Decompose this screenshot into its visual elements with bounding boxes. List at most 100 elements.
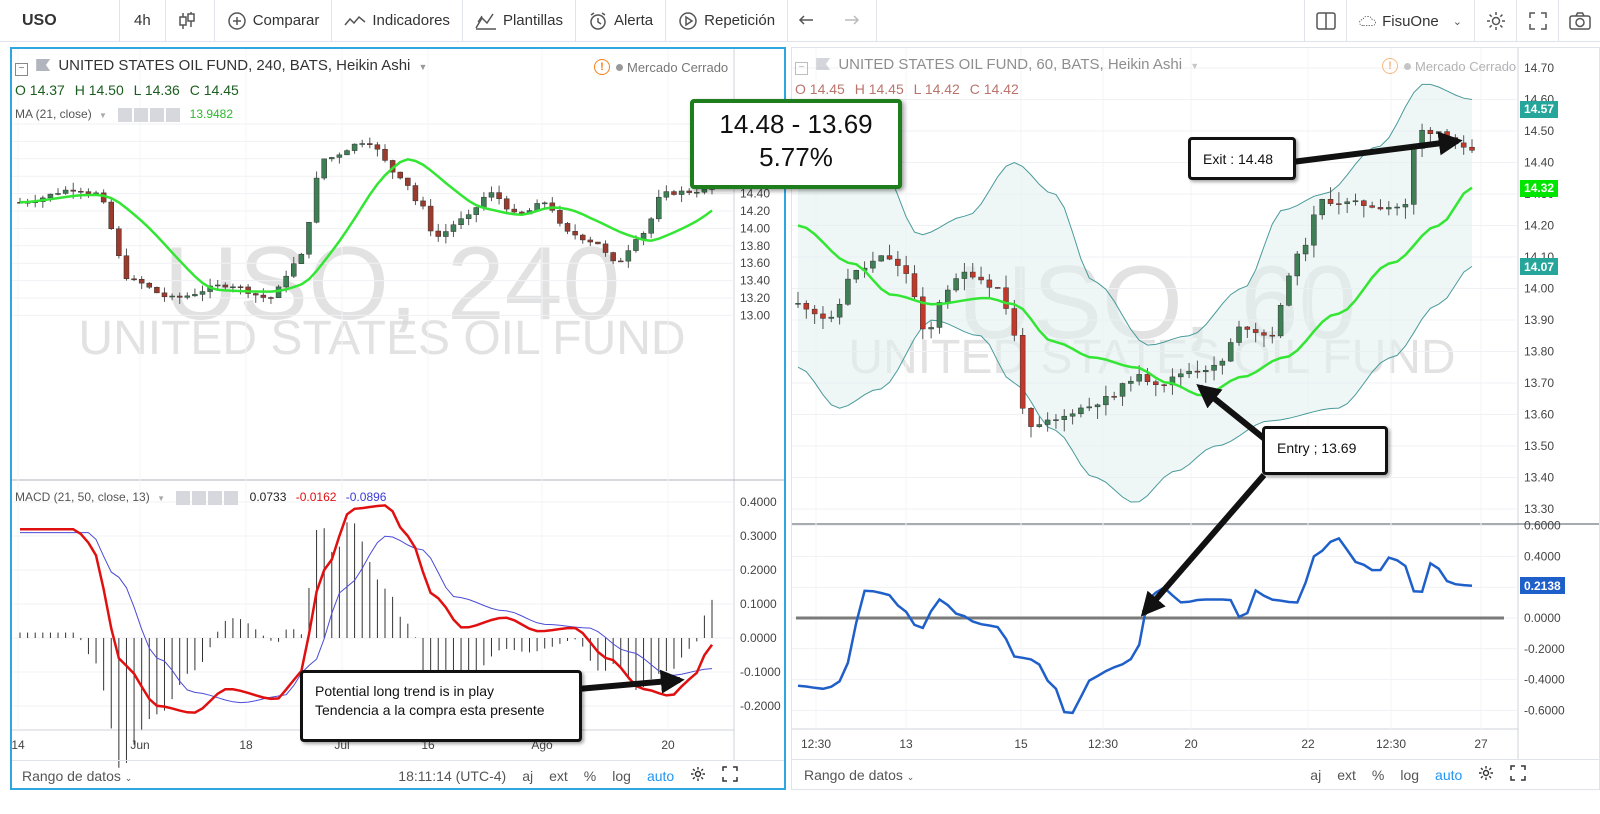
ma-label[interactable]: MA (21, close) bbox=[15, 107, 92, 121]
gear-icon[interactable] bbox=[192, 491, 207, 506]
right-candle-body bbox=[1344, 201, 1350, 205]
left-log-button[interactable]: log bbox=[612, 767, 631, 784]
gear-icon[interactable] bbox=[134, 108, 149, 123]
right-adjust-button[interactable]: aj bbox=[1310, 766, 1322, 783]
fullscreen-button[interactable] bbox=[1516, 0, 1558, 42]
left-chart-pane[interactable]: USO, 240 UNITED STATES OIL FUND 15.2015.… bbox=[10, 47, 786, 790]
chevron-down-icon: ⌄ bbox=[1452, 15, 1462, 28]
right-ext-button[interactable]: ext bbox=[1337, 766, 1356, 783]
long-trend-callout[interactable]: Potential long trend is in play Tendenci… bbox=[300, 670, 582, 742]
title-chevron-icon[interactable]: ▼ bbox=[1190, 61, 1200, 71]
left-candle-body bbox=[344, 150, 350, 156]
left-candle-body bbox=[503, 198, 510, 210]
profit-callout[interactable]: 14.48 - 13.69 5.77% bbox=[690, 99, 902, 189]
left-auto-button[interactable]: auto bbox=[646, 767, 675, 784]
left-date-range[interactable]: Rango de datos ⌄ bbox=[22, 768, 132, 784]
account-button[interactable]: FisuOne ⌄ bbox=[1346, 0, 1474, 42]
left-adjust-button[interactable]: aj bbox=[522, 767, 534, 784]
collapse-icon[interactable]: − bbox=[15, 63, 28, 76]
entry-callout[interactable]: Entry ; 13.69 bbox=[1262, 426, 1388, 475]
title-chevron-icon[interactable]: ▼ bbox=[418, 62, 428, 72]
right-date-range[interactable]: Rango de datos ⌄ bbox=[804, 767, 914, 783]
plus-icon[interactable] bbox=[150, 108, 165, 123]
right-auto-button[interactable]: auto bbox=[1435, 766, 1463, 783]
right-candle-body bbox=[1261, 332, 1267, 336]
templates-button[interactable]: Plantillas bbox=[463, 0, 576, 42]
indicators-button[interactable]: Indicadores bbox=[332, 0, 463, 42]
right-price-tick: 14.50 bbox=[1524, 124, 1554, 138]
compare-button[interactable]: Comparar bbox=[215, 0, 333, 42]
undo-icon bbox=[798, 14, 814, 25]
left-candle-body bbox=[488, 192, 495, 198]
right-candle-body bbox=[1003, 287, 1009, 309]
left-scale-settings[interactable] bbox=[690, 766, 706, 785]
right-candle-body bbox=[1044, 419, 1051, 425]
undo-button[interactable] bbox=[788, 0, 832, 42]
right-date-range-label: Rango de datos bbox=[804, 766, 903, 783]
macd-chevron-icon[interactable]: ▼ bbox=[157, 494, 165, 503]
right-candle-body bbox=[1128, 380, 1134, 384]
flag-icon[interactable] bbox=[36, 59, 51, 71]
right-candle-body bbox=[1061, 415, 1068, 420]
eye-icon[interactable] bbox=[118, 108, 133, 123]
right-candle-body bbox=[895, 258, 901, 266]
exit-callout[interactable]: Exit : 14.48 bbox=[1188, 137, 1296, 180]
left-candle-body bbox=[252, 293, 259, 296]
right-osc-tick: 0.4000 bbox=[1524, 549, 1561, 563]
right-candle-body bbox=[961, 271, 968, 279]
settings-button[interactable] bbox=[1474, 0, 1516, 42]
right-symbol-title[interactable]: UNITED STATES OIL FUND, 60, BATS, Heikin… bbox=[838, 56, 1183, 73]
left-macd-tick: 0.0000 bbox=[740, 631, 777, 645]
chart-type-button[interactable] bbox=[166, 0, 215, 42]
right-time-tick: 12:30 bbox=[801, 737, 831, 751]
right-candle-body bbox=[1078, 407, 1084, 415]
right-price-tick: 14.20 bbox=[1524, 219, 1554, 233]
layout-button[interactable] bbox=[1304, 0, 1346, 42]
chevron-down-icon: ⌄ bbox=[906, 771, 915, 782]
macd-value-macd: -0.0162 bbox=[295, 490, 337, 504]
alert-button[interactable]: Alerta bbox=[576, 0, 667, 42]
right-fullscreen-button[interactable] bbox=[1510, 765, 1527, 784]
left-candle-body bbox=[329, 157, 335, 160]
macd-buttons[interactable] bbox=[176, 490, 240, 506]
right-percent-button[interactable]: % bbox=[1371, 766, 1385, 783]
redo-button[interactable] bbox=[832, 0, 878, 42]
warning-icon: ! bbox=[1382, 58, 1398, 74]
interval-button[interactable]: 4h bbox=[120, 0, 166, 42]
right-bottom-bar: Rango de datos ⌄ aj ext % log auto bbox=[792, 759, 1599, 789]
flag-icon[interactable] bbox=[816, 58, 831, 70]
split-layout-icon bbox=[1315, 12, 1336, 30]
left-candle-body bbox=[138, 278, 145, 284]
right-log-button[interactable]: log bbox=[1400, 766, 1420, 783]
replay-button[interactable]: Repetición bbox=[666, 0, 789, 42]
left-candle-body bbox=[458, 218, 464, 225]
right-scale-settings[interactable] bbox=[1478, 765, 1494, 784]
left-fullscreen-button[interactable] bbox=[722, 766, 738, 785]
close-icon[interactable] bbox=[224, 491, 239, 506]
left-price-tick: 13.00 bbox=[740, 308, 770, 322]
collapse-icon[interactable]: − bbox=[795, 62, 808, 75]
right-chart-canvas[interactable]: USO, 60 UNITED STATES OIL FUND 14.7014.6… bbox=[792, 48, 1599, 789]
left-ohlc-row: O 14.37 H 14.50 L 14.36 C 14.45 bbox=[15, 82, 245, 98]
eye-icon[interactable] bbox=[176, 491, 191, 506]
left-percent-button[interactable]: % bbox=[583, 767, 597, 784]
left-symbol-title[interactable]: UNITED STATES OIL FUND, 240, BATS, Heiki… bbox=[58, 57, 411, 74]
snapshot-button[interactable] bbox=[1558, 0, 1600, 42]
left-candle-body bbox=[397, 171, 403, 179]
ma-buttons[interactable] bbox=[118, 107, 182, 123]
bollinger-fill bbox=[798, 84, 1472, 503]
warning-icon: ! bbox=[594, 59, 610, 75]
left-clock[interactable]: 18:11:14 (UTC-4) bbox=[398, 767, 507, 784]
compare-label: Comparar bbox=[252, 12, 320, 29]
alert-label: Alerta bbox=[613, 12, 654, 29]
left-candle-body bbox=[161, 292, 168, 298]
left-ext-button[interactable]: ext bbox=[549, 767, 568, 784]
right-time-tick: 20 bbox=[1184, 737, 1198, 751]
symbol-search[interactable]: USO bbox=[0, 0, 120, 42]
right-candle-body bbox=[1028, 408, 1034, 427]
plus-icon[interactable] bbox=[208, 491, 223, 506]
macd-label[interactable]: MACD (21, 50, close, 13) bbox=[15, 490, 150, 504]
close-icon[interactable] bbox=[166, 108, 181, 123]
ma-chevron-icon[interactable]: ▼ bbox=[99, 111, 107, 120]
right-candle-body bbox=[1419, 129, 1425, 149]
